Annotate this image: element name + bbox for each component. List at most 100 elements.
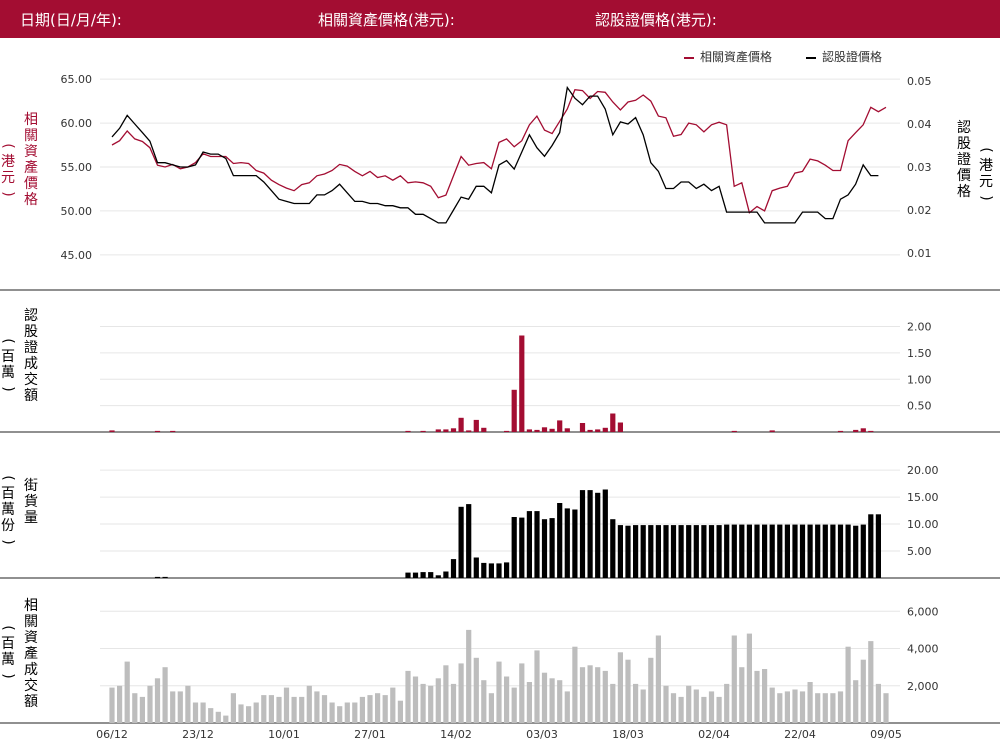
underlying-turnover-bar (845, 646, 851, 723)
outstanding-bar (799, 524, 806, 578)
outstanding-bar (648, 525, 654, 578)
warrant-turnover-bar (458, 417, 464, 432)
outstanding-bar (663, 525, 669, 578)
underlying-turnover-bar (769, 687, 775, 723)
axis-title-char: 百 (1, 349, 15, 365)
warrant-turnover-axis-unit: (百萬) (0, 333, 16, 397)
underlying-turnover-bar (192, 702, 199, 723)
warrant-turnover-bar (534, 429, 540, 432)
outstanding-axis-unit: (百萬份) (0, 470, 16, 550)
axis-title-char: 資 (24, 144, 38, 160)
underlying-turnover-bar (853, 680, 859, 723)
underlying-turnover-bar (663, 685, 669, 723)
axis-title-char: 萬 (1, 365, 15, 381)
axis-title-char: 百 (1, 486, 15, 502)
outstanding-bar (754, 524, 760, 578)
bar-axis-tick-label: 6,000 (907, 605, 939, 618)
axis-title-char: 交 (24, 372, 38, 388)
warrant-turnover-bar (154, 430, 161, 432)
underlying-turnover-bar (670, 693, 677, 723)
underlying-turnover-bar (541, 672, 548, 723)
underlying-turnover-bar (792, 689, 798, 723)
outstanding-bar (731, 524, 737, 578)
outstanding-bar (875, 514, 881, 578)
outstanding-bar (511, 517, 517, 578)
warrant-turnover-bar (595, 429, 601, 432)
warrant-turnover-bar (860, 428, 866, 432)
underlying-turnover-bar (276, 696, 282, 723)
warrant-turnover-bar (450, 428, 457, 432)
bar-axis-tick-label: 15.00 (907, 491, 939, 504)
underlying-turnover-bar (716, 696, 722, 723)
axis-title-char: 證 (957, 152, 971, 168)
underlying-turnover-bar (739, 667, 745, 723)
outstanding-bar (640, 525, 646, 578)
outstanding-bar (693, 525, 699, 578)
outstanding-bar (708, 525, 715, 578)
underlying-turnover-bar (253, 702, 259, 723)
underlying-turnover-bar (648, 657, 654, 723)
left-tick-label: 45.00 (61, 249, 93, 262)
warrant-price-label: 認股證價格(港元): (595, 11, 717, 29)
left-price-axis-unit: (港元) (0, 138, 16, 202)
outstanding-bar (739, 524, 745, 578)
outstanding-bar (541, 519, 548, 578)
outstanding-bar (450, 559, 457, 578)
underlying-turnover-bar (352, 702, 358, 723)
warrant-turnover-axis-title: 認股證成交額 (23, 308, 39, 404)
underlying-turnover-bar (420, 683, 426, 723)
underlying-turnover-bar (572, 646, 578, 723)
warrant-turnover-bar (511, 389, 517, 432)
left-tick-label: 50.00 (61, 205, 93, 218)
underlying-turnover-axis-unit: (百萬) (0, 620, 16, 684)
legend-warrant-label: 認股證價格 (822, 50, 883, 64)
underlying-turnover-bar (170, 691, 176, 723)
underlying-turnover-bar (268, 695, 274, 723)
underlying-turnover-bar (784, 691, 790, 723)
axis-title-char: 相 (24, 598, 38, 614)
axis-title-char: 百 (1, 636, 15, 652)
underlying-turnover-bar (868, 641, 874, 723)
outstanding-bar (610, 519, 616, 578)
axis-title-char: 證 (24, 340, 38, 356)
underlying-turnover-bar (132, 693, 138, 723)
underlying-turnover-bar (807, 682, 813, 723)
underlying-turnover-bar (754, 670, 760, 723)
outstanding-bar (519, 517, 525, 578)
underlying-turnover-bar (830, 693, 836, 723)
underlying-turnover-bar (230, 693, 236, 723)
outstanding-bar (822, 524, 828, 578)
outstanding-bar (655, 525, 661, 578)
underlying-turnover-bar (557, 680, 563, 723)
underlying-turnover-bar (815, 693, 821, 723)
x-tick-label: 14/02 (440, 728, 472, 741)
underlying-turnover-bar (435, 678, 441, 723)
axis-title-char: 量 (24, 510, 38, 526)
underlying-turnover-bar (708, 691, 715, 723)
underlying-turnover-bar (731, 635, 737, 723)
axis-title-char: 貨 (24, 494, 38, 510)
outstanding-bar (625, 525, 631, 578)
underlying-turnover-bar (686, 685, 692, 723)
axis-title-char: 認 (957, 120, 971, 136)
underlying-turnover-bar (883, 693, 889, 723)
underlying-turnover-bar (746, 633, 752, 723)
outstanding-bar (853, 525, 859, 578)
outstanding-bar (807, 524, 813, 578)
outstanding-bar (420, 572, 426, 578)
x-tick-label: 22/04 (784, 728, 816, 741)
warrant-turnover-bar (837, 430, 844, 432)
axis-title-char: 港 (1, 154, 15, 170)
outstanding-bar (777, 524, 783, 578)
underlying-turnover-bar (117, 685, 123, 723)
x-tick-label: 03/03 (526, 728, 558, 741)
date-label: 日期(日/月/年): (20, 11, 122, 29)
underlying-turnover-bar (375, 693, 381, 723)
underlying-turnover-bar (777, 693, 783, 723)
outstanding-bar (154, 576, 161, 578)
outstanding-bar (670, 525, 677, 578)
outstanding-bar (572, 509, 578, 578)
outstanding-bar (466, 504, 472, 578)
underlying-turnover-bar (443, 665, 449, 723)
axis-title-char: 股 (957, 136, 971, 152)
